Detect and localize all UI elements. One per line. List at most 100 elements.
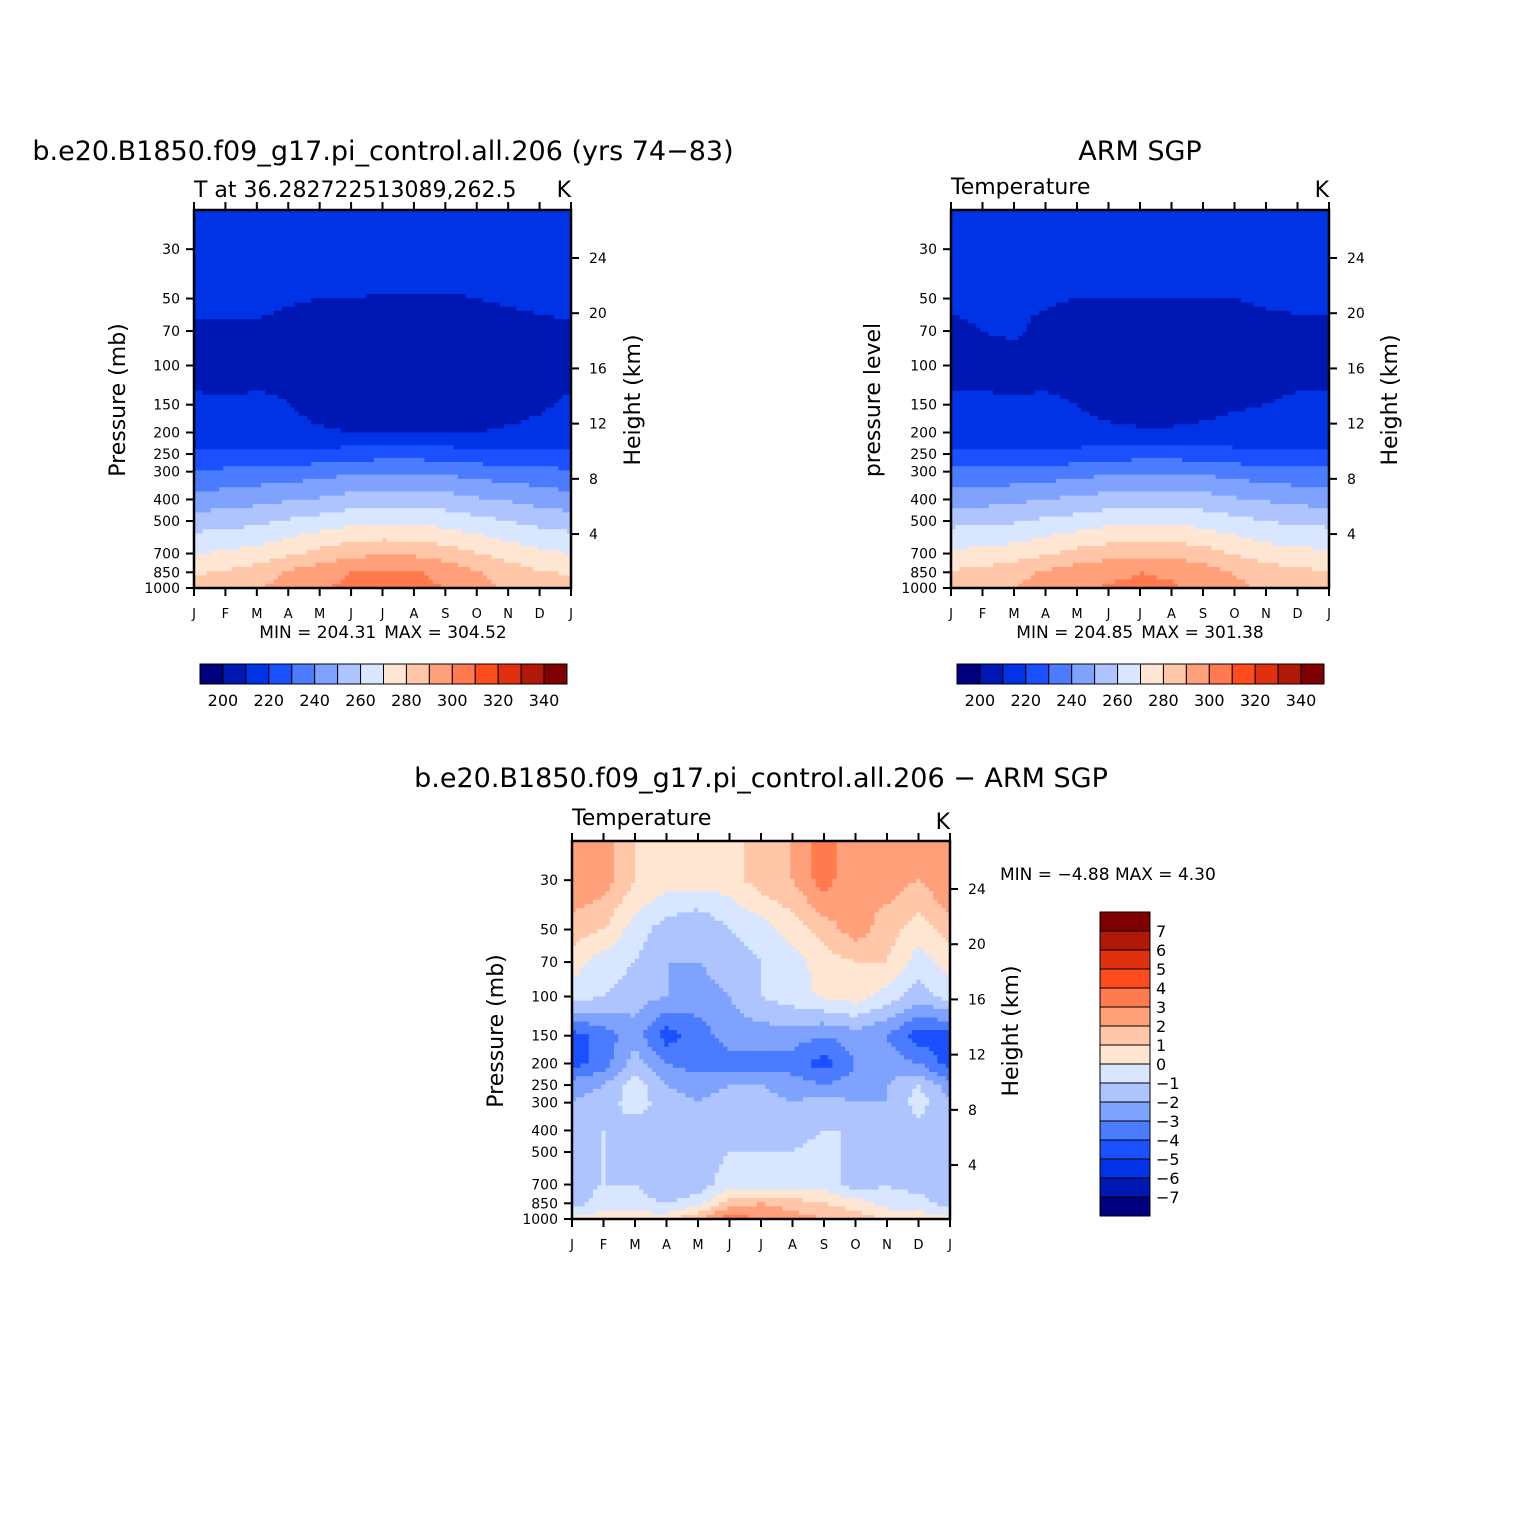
- contour-cell: [374, 457, 425, 463]
- contour-cell: [874, 912, 917, 918]
- y-tick-label: 100: [153, 359, 180, 375]
- contour-cell: [951, 277, 1330, 282]
- contour-cell: [727, 925, 775, 930]
- contour-cell: [819, 912, 875, 918]
- contour-cell: [976, 323, 1028, 329]
- contour-cell: [194, 508, 212, 513]
- contour-cell: [933, 958, 951, 964]
- contour-cell: [748, 908, 791, 913]
- contour-cell: [1312, 546, 1330, 551]
- contour-cell: [202, 390, 250, 396]
- contour-cell: [765, 1202, 829, 1207]
- colorbar-label: −7: [1156, 1188, 1180, 1207]
- contour-cell: [685, 1206, 712, 1212]
- contour-cell: [929, 1101, 951, 1107]
- contour-cell: [782, 904, 812, 909]
- contour-cell: [1030, 319, 1330, 324]
- contour-cell: [572, 1101, 619, 1107]
- contour-cell: [1026, 327, 1330, 333]
- contour-cell: [840, 1042, 892, 1048]
- contour-cell: [912, 950, 926, 955]
- contour-cell: [723, 1214, 749, 1220]
- contour-cell: [572, 912, 615, 918]
- colorbar-swatch: [520, 663, 545, 685]
- contour-cell: [558, 487, 572, 492]
- contour-cell: [951, 575, 1032, 581]
- contour-cell: [319, 546, 459, 551]
- x-tick-label: F: [222, 607, 229, 622]
- contour-cell: [798, 1042, 842, 1048]
- contour-cell: [735, 933, 783, 939]
- contour-cell: [832, 1063, 854, 1069]
- contour-cell: [815, 1135, 842, 1140]
- contour-cell: [874, 916, 913, 922]
- contour-cell: [436, 541, 522, 547]
- contour-cell: [951, 365, 1330, 371]
- contour-cell: [891, 899, 938, 905]
- contour-cell: [916, 878, 922, 884]
- contour-cell: [572, 1214, 682, 1220]
- contour-cell: [622, 1109, 644, 1115]
- y-tick-label: 30: [540, 873, 558, 889]
- contour-cell: [626, 925, 653, 930]
- contour-cell: [614, 849, 636, 855]
- contour-cell: [668, 967, 707, 972]
- contour-cell: [605, 1156, 724, 1161]
- contour-cell: [803, 1143, 842, 1149]
- contour-cell: [1215, 415, 1330, 421]
- contour-cell: [908, 962, 938, 968]
- contour-cell: [311, 298, 484, 303]
- y2-tick-label: 16: [589, 361, 607, 377]
- contour-cell: [1068, 298, 1242, 303]
- contour-cell: [647, 1193, 691, 1199]
- contour-cell: [1014, 520, 1280, 526]
- contour-cell: [740, 904, 783, 909]
- contour-cell: [1140, 571, 1145, 576]
- contour-cell: [1026, 323, 1330, 329]
- contour-cell: [614, 1046, 653, 1052]
- contour-cell: [811, 849, 838, 855]
- contour-cell: [668, 979, 716, 985]
- panel-diff: b.e20.B1850.f09_g17.pi_control.all.206 −…: [414, 763, 1216, 1253]
- contour-cell: [951, 218, 1330, 224]
- contour-cell: [1207, 562, 1280, 568]
- contour-cell: [572, 841, 615, 846]
- contour-cell: [1198, 420, 1330, 425]
- contour-cell: [803, 920, 838, 926]
- contour-cell: [1102, 558, 1187, 564]
- contour-cell: [572, 1000, 649, 1006]
- contour-cell: [951, 453, 1330, 459]
- x-tick-label: D: [535, 607, 545, 622]
- contour-cell: [572, 1021, 590, 1027]
- contour-cell: [588, 933, 623, 939]
- contour-cell: [651, 899, 737, 905]
- contour-cell: [194, 516, 291, 522]
- contour-cell: [866, 933, 901, 939]
- contour-cell: [1030, 575, 1133, 581]
- contour-cell: [895, 1013, 951, 1018]
- contour-cell: [1177, 583, 1250, 589]
- contour-cell: [194, 264, 572, 270]
- contour-cell: [572, 1189, 594, 1195]
- contour-cell: [332, 583, 442, 589]
- contour-cell: [194, 235, 572, 240]
- colorbar-swatch: [1099, 930, 1151, 951]
- contour-cell: [702, 1097, 787, 1102]
- contour-cell: [951, 504, 990, 509]
- contour-cell: [874, 1021, 905, 1027]
- contour-cell: [803, 1198, 863, 1203]
- contour-cell: [626, 891, 665, 897]
- contour-cell: [593, 1189, 644, 1195]
- contour-cell: [210, 550, 308, 555]
- contour-cell: [194, 327, 572, 333]
- contour-cell: [635, 853, 745, 859]
- contour-cell: [1047, 390, 1296, 396]
- x-tick-label: J: [758, 1238, 763, 1253]
- contour-cell: [605, 1067, 623, 1073]
- contour-cell: [677, 1088, 720, 1094]
- contour-cell: [731, 895, 770, 901]
- contour-cell: [951, 260, 1330, 266]
- contour-cell: [572, 862, 615, 867]
- contour-cell: [951, 537, 1032, 543]
- contour-cell: [231, 567, 296, 572]
